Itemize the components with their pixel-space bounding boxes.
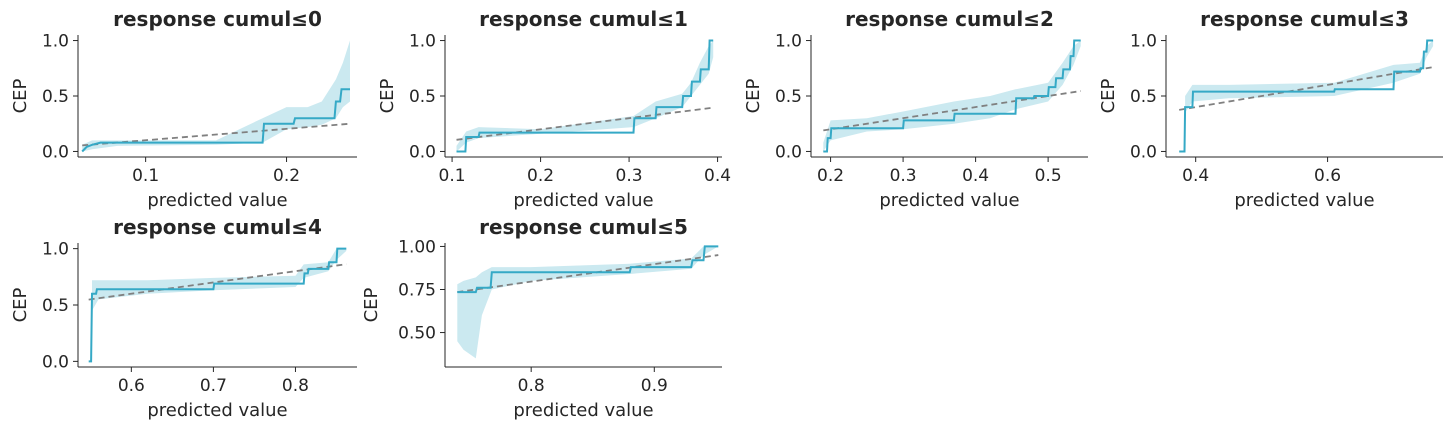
cep-step-line bbox=[456, 39, 714, 153]
subplot-4: 0.0 0.5 1.0 0.6 0.7 0.8 response cumul≤4 predic… bbox=[10, 215, 357, 421]
x-axis-label: predicted value bbox=[513, 400, 653, 421]
x-tick-label: 0.5 bbox=[1035, 166, 1062, 186]
x-tick-label: 0.6 bbox=[1314, 166, 1341, 186]
y-axis-label: CEP bbox=[10, 78, 31, 113]
x-tick-label: 0.1 bbox=[132, 166, 159, 186]
y-axis-label: CEP bbox=[1098, 78, 1119, 113]
y-axis-label: CEP bbox=[361, 287, 382, 322]
y-tick-label: 1.0 bbox=[42, 32, 69, 52]
x-axis-label: predicted value bbox=[147, 190, 287, 211]
y-tick-label: 1.0 bbox=[409, 32, 436, 52]
confidence-band bbox=[823, 40, 1081, 152]
x-tick-label: 0.2 bbox=[527, 166, 554, 186]
confidence-band bbox=[92, 248, 347, 311]
y-tick-label: 0.5 bbox=[409, 87, 436, 107]
y-tick-label: 0.0 bbox=[42, 142, 69, 162]
y-tick-label: 1.00 bbox=[398, 237, 436, 257]
x-tick-label: 0.3 bbox=[616, 166, 643, 186]
subplot-title: response cumul≤3 bbox=[1200, 7, 1409, 31]
reference-line bbox=[1179, 66, 1434, 111]
y-tick-label: 0.5 bbox=[42, 296, 69, 316]
x-tick-label: 0.4 bbox=[962, 166, 989, 186]
x-tick-label: 0.3 bbox=[890, 166, 917, 186]
subplot-1: 0.0 0.5 1.0 0.1 0.2 0.3 0.4 response cumul≤1 pre… bbox=[377, 7, 731, 211]
y-tick-label: 0.50 bbox=[398, 324, 436, 344]
y-axis-label: CEP bbox=[377, 78, 398, 113]
cep-step-line bbox=[88, 247, 347, 363]
x-tick-label: 0.6 bbox=[118, 376, 145, 396]
cep-step-line bbox=[823, 39, 1081, 153]
confidence-band bbox=[456, 40, 714, 152]
cep-step-line bbox=[457, 245, 719, 294]
x-tick-label: 0.9 bbox=[641, 376, 668, 396]
x-tick-label: 0.7 bbox=[200, 376, 227, 396]
reference-line bbox=[457, 254, 719, 293]
subplot-title: response cumul≤2 bbox=[845, 7, 1054, 31]
y-axis-label: CEP bbox=[743, 78, 764, 113]
subplot-title: response cumul≤4 bbox=[113, 215, 322, 239]
y-tick-label: 0.75 bbox=[398, 281, 436, 301]
x-axis-label: predicted value bbox=[147, 400, 287, 421]
y-tick-label: 0.0 bbox=[409, 142, 436, 162]
cep-step-line bbox=[81, 88, 350, 153]
subplot-title: response cumul≤5 bbox=[479, 215, 688, 239]
x-axis-label: predicted value bbox=[879, 190, 1019, 211]
x-tick-label: 0.1 bbox=[439, 166, 466, 186]
y-axis-label: CEP bbox=[10, 287, 31, 322]
x-tick-label: 0.4 bbox=[1182, 166, 1209, 186]
reference-line bbox=[456, 106, 714, 141]
y-tick-label: 0.5 bbox=[42, 87, 69, 107]
y-tick-label: 0.5 bbox=[775, 87, 802, 107]
confidence-band bbox=[457, 246, 719, 359]
y-tick-label: 1.0 bbox=[42, 240, 69, 260]
subplot-5: 0.50 0.75 1.00 0.8 0.9 response cumul≤5 predic… bbox=[361, 215, 722, 421]
x-tick-label: 0.2 bbox=[273, 166, 300, 186]
x-tick-label: 0.8 bbox=[282, 376, 309, 396]
x-tick-label: 0.2 bbox=[817, 166, 844, 186]
cep-step-line bbox=[1179, 39, 1434, 153]
x-axis-label: predicted value bbox=[513, 190, 653, 211]
x-tick-label: 0.8 bbox=[518, 376, 545, 396]
subplot-title: response cumul≤0 bbox=[113, 7, 322, 31]
y-tick-label: 1.0 bbox=[1130, 32, 1157, 52]
subplot-2: 0.0 0.5 1.0 0.2 0.3 0.4 0.5 response cumul≤2 pre… bbox=[743, 7, 1088, 211]
y-tick-label: 0.0 bbox=[42, 352, 69, 372]
confidence-band bbox=[1185, 40, 1434, 113]
x-tick-label: 0.4 bbox=[704, 166, 731, 186]
y-tick-label: 0.0 bbox=[775, 142, 802, 162]
y-tick-label: 0.5 bbox=[1130, 87, 1157, 107]
reference-line bbox=[823, 90, 1081, 132]
y-tick-label: 1.0 bbox=[775, 32, 802, 52]
reference-line bbox=[88, 263, 347, 301]
subplot-3: 0.0 0.5 1.0 0.4 0.6 response cumul≤3 predicted… bbox=[1098, 7, 1443, 211]
x-axis-label: predicted value bbox=[1234, 190, 1374, 211]
subplot-0: 0.0 0.5 1.0 0.1 0.2 response cumul≤0 predicted… bbox=[10, 7, 357, 211]
subplot-title: response cumul≤1 bbox=[479, 7, 688, 31]
y-tick-label: 0.0 bbox=[1130, 142, 1157, 162]
